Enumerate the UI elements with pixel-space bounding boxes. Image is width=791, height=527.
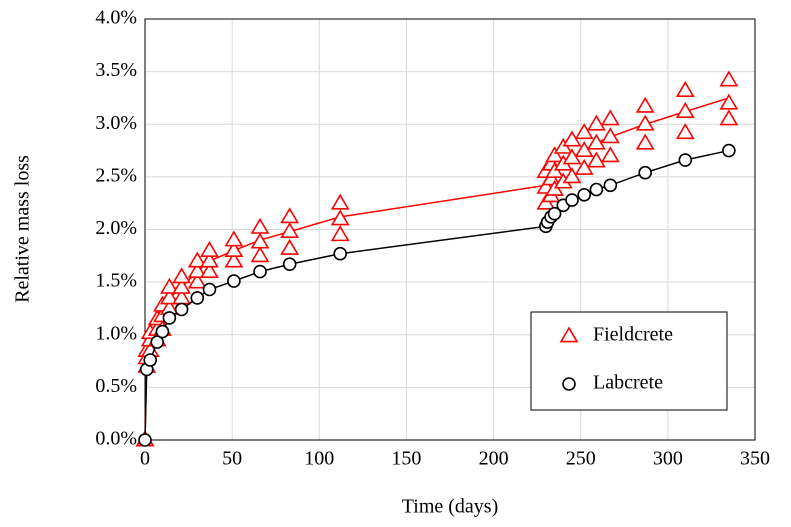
data-point xyxy=(330,193,350,210)
legend-marker xyxy=(559,326,579,343)
x-tick-label: 0 xyxy=(140,448,150,470)
y-tick-label: 4.0% xyxy=(95,7,137,29)
data-point xyxy=(280,207,300,224)
data-point xyxy=(227,274,241,288)
data-point xyxy=(589,182,604,197)
data-point xyxy=(330,209,350,226)
data-point xyxy=(143,353,158,367)
y-tick-label: 2.5% xyxy=(95,164,137,186)
data-point xyxy=(160,277,179,294)
data-point xyxy=(600,146,620,163)
data-point xyxy=(172,277,191,294)
data-point xyxy=(603,178,618,193)
data-point xyxy=(250,246,270,263)
data-point xyxy=(190,291,205,305)
data-point xyxy=(187,272,207,289)
x-tick-label: 200 xyxy=(479,448,509,470)
data-point xyxy=(155,324,170,339)
data-point xyxy=(675,123,695,140)
data-point xyxy=(282,257,297,272)
data-point xyxy=(638,165,653,180)
legend-marker xyxy=(562,377,576,391)
x-tick-label: 300 xyxy=(653,448,683,470)
data-point xyxy=(187,251,207,268)
data-point xyxy=(587,133,606,150)
data-point xyxy=(330,225,350,242)
data-point xyxy=(138,433,152,447)
data-point xyxy=(224,251,244,268)
data-point xyxy=(160,288,179,305)
data-point xyxy=(719,109,739,126)
y-tick-label: 1.5% xyxy=(95,270,137,292)
plot-frame xyxy=(144,18,756,441)
x-tick-label: 100 xyxy=(304,448,334,470)
data-point xyxy=(574,123,594,140)
data-point xyxy=(722,143,736,158)
x-tick-label: 350 xyxy=(740,448,770,470)
data-point xyxy=(333,246,348,261)
data-point xyxy=(635,96,655,113)
x-tick-label: 50 xyxy=(222,448,242,470)
data-point xyxy=(162,311,177,325)
y-tick-label: 3.5% xyxy=(95,59,137,81)
data-point xyxy=(562,167,582,184)
data-point xyxy=(187,262,207,279)
data-point xyxy=(200,262,219,279)
y-tick-label: 1.0% xyxy=(95,322,137,344)
data-point xyxy=(224,240,244,257)
legend-label: Fieldcrete xyxy=(593,324,673,346)
x-tick-label: 250 xyxy=(566,448,596,470)
legend-box xyxy=(530,311,728,411)
data-point xyxy=(719,93,739,110)
x-axis-label: Time (days) xyxy=(402,496,498,518)
data-point xyxy=(200,251,219,268)
data-point xyxy=(635,133,655,150)
data-point xyxy=(587,151,606,168)
data-point xyxy=(719,70,739,87)
x-tick-label: 150 xyxy=(391,448,421,470)
data-point xyxy=(577,187,592,202)
data-point xyxy=(587,114,606,131)
y-tick-label: 3.0% xyxy=(95,112,137,134)
data-point xyxy=(250,217,270,234)
data-point xyxy=(250,232,270,249)
y-tick-label: 0.5% xyxy=(95,375,137,397)
data-point xyxy=(675,80,695,97)
y-tick-label: 0.0% xyxy=(95,428,137,450)
legend-label: Labcrete xyxy=(593,372,663,394)
data-point xyxy=(545,146,564,163)
data-point xyxy=(280,238,300,255)
data-point xyxy=(224,230,244,247)
data-point xyxy=(202,282,217,297)
data-point xyxy=(172,267,191,284)
data-point xyxy=(600,109,620,126)
data-point xyxy=(253,264,267,279)
data-point xyxy=(280,222,300,239)
data-point xyxy=(635,114,655,131)
data-point xyxy=(174,302,189,317)
y-axis-label: Relative mass loss xyxy=(12,155,34,303)
data-point xyxy=(600,127,620,144)
data-point xyxy=(675,102,695,119)
data-point xyxy=(150,335,164,349)
data-point xyxy=(547,206,562,221)
data-point xyxy=(565,193,579,207)
data-point xyxy=(200,240,219,257)
y-tick-label: 2.0% xyxy=(95,217,137,239)
data-point xyxy=(678,153,693,167)
